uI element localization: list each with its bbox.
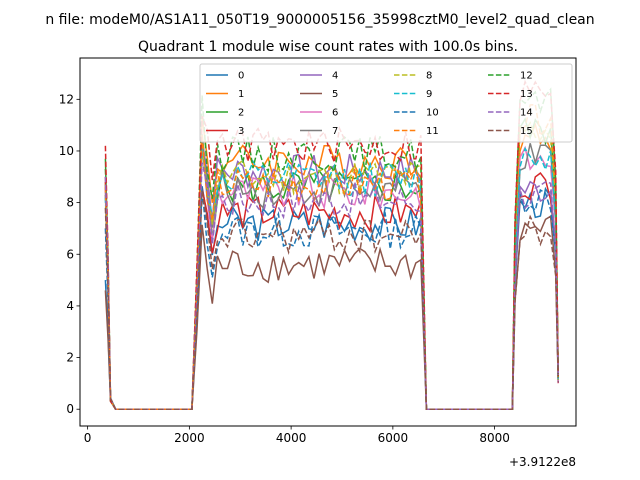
legend-label-12: 12 — [520, 71, 533, 82]
x-tick-label: 0 — [84, 431, 92, 445]
chart-title: Quadrant 1 module wise count rates with … — [138, 39, 518, 55]
figure-suptitle: n file: modeM0/AS1A11_050T19_9000005156_… — [45, 12, 594, 28]
y-tick-label: 6 — [66, 247, 74, 261]
legend-label-5: 5 — [332, 89, 338, 100]
x-tick-label: 8000 — [479, 431, 510, 445]
x-axis: 0 2000 4000 6000 8000 — [84, 426, 510, 445]
series-line-15 — [104, 190, 559, 410]
legend-box — [199, 63, 573, 143]
legend-label-11: 11 — [426, 126, 439, 137]
x-offset-label: +3.9122e8 — [509, 455, 576, 469]
legend-label-8: 8 — [426, 71, 432, 82]
y-tick-label: 4 — [66, 299, 74, 313]
y-tick-label: 0 — [66, 402, 74, 416]
y-tick-label: 8 — [66, 196, 74, 210]
y-tick-label: 10 — [59, 144, 74, 158]
legend-label-9: 9 — [426, 89, 432, 100]
legend-label-1: 1 — [238, 89, 244, 100]
legend-label-6: 6 — [332, 108, 338, 119]
y-tick-label: 12 — [59, 92, 74, 106]
legend-label-3: 3 — [238, 126, 244, 137]
legend-label-4: 4 — [332, 71, 338, 82]
y-tick-label: 2 — [66, 351, 74, 365]
legend-label-14: 14 — [520, 108, 533, 119]
legend-label-15: 15 — [520, 126, 533, 137]
legend-label-0: 0 — [238, 71, 244, 82]
x-tick-label: 2000 — [174, 431, 205, 445]
x-tick-label: 4000 — [276, 431, 307, 445]
legend-label-10: 10 — [426, 108, 439, 119]
series-layer — [104, 79, 559, 410]
legend-label-13: 13 — [520, 89, 533, 100]
legend-label-7: 7 — [332, 126, 338, 137]
plot-area — [79, 57, 577, 427]
y-axis: 0 2 4 6 8 10 12 — [59, 92, 80, 416]
x-tick-label: 6000 — [378, 431, 409, 445]
legend-label-2: 2 — [238, 108, 244, 119]
